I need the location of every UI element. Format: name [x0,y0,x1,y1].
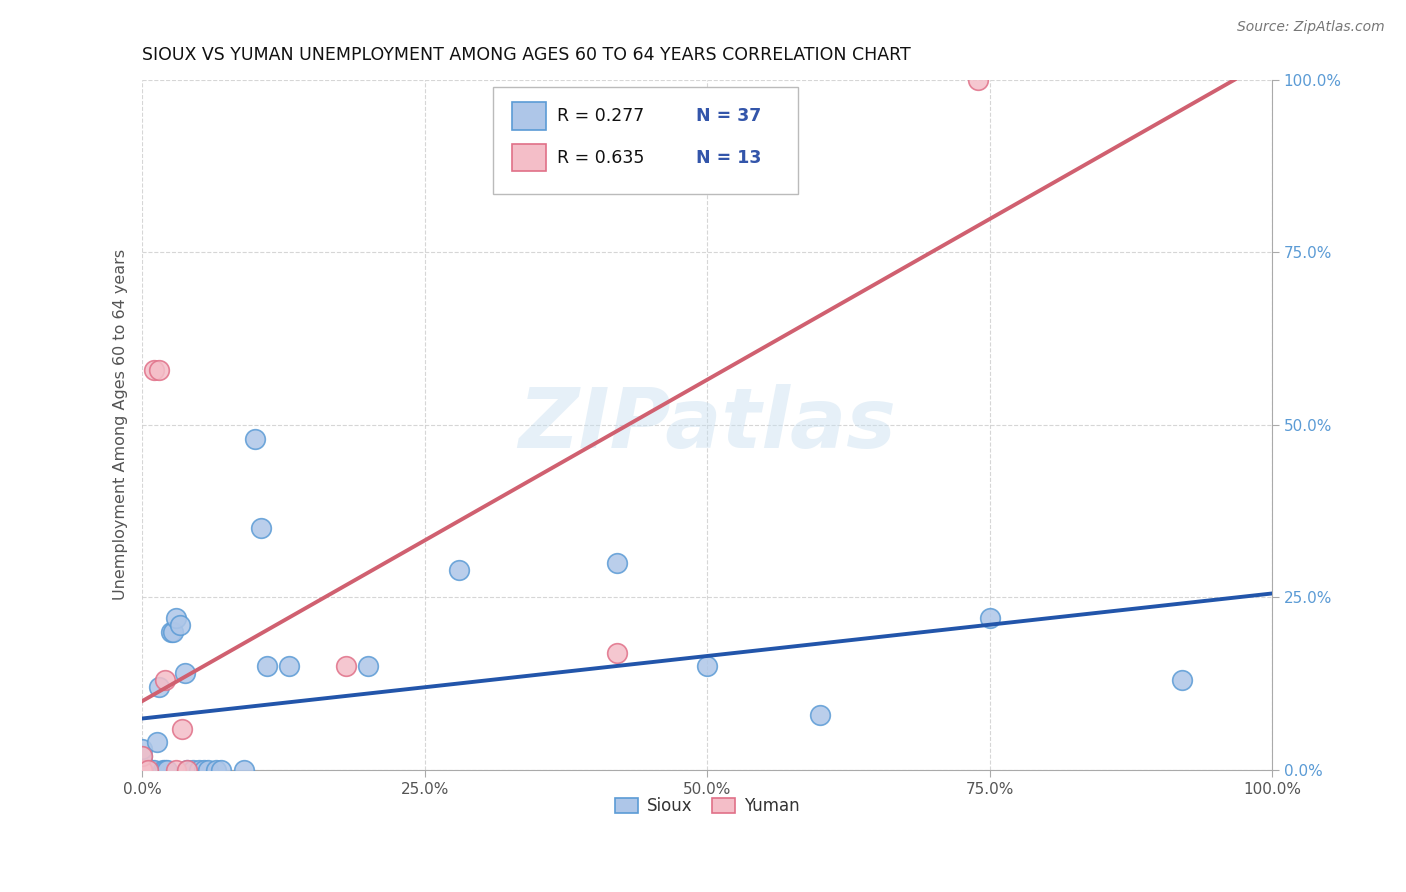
Bar [512,103,546,130]
Point [131,763,153,777]
Point [967,72,990,87]
Point [169,618,191,632]
Point [165,611,187,625]
Point [153,763,176,777]
Point [156,763,179,777]
Point [256,659,278,673]
Text: R = 0.635: R = 0.635 [557,149,644,167]
Point [152,763,174,777]
Point [979,611,1001,625]
Bar [512,144,546,171]
Point [250,521,273,535]
Point [696,659,718,673]
Point [131,749,153,764]
Point [204,763,226,777]
Point [148,362,170,376]
Text: N = 13: N = 13 [696,149,761,167]
Point [1170,673,1192,688]
Point [197,763,219,777]
FancyBboxPatch shape [492,87,797,194]
Point [136,763,159,777]
Point [245,432,267,446]
Point [162,624,184,639]
Point [357,659,380,673]
Point [176,763,198,777]
Point [233,763,256,777]
Point [131,763,153,777]
Text: SIOUX VS YUMAN UNEMPLOYMENT AMONG AGES 60 TO 64 YEARS CORRELATION CHART: SIOUX VS YUMAN UNEMPLOYMENT AMONG AGES 6… [142,46,911,64]
Point [174,666,197,681]
Point [335,659,357,673]
Point [187,763,209,777]
Point [136,763,159,777]
Point [131,749,153,764]
Point [142,362,165,376]
Point [176,763,198,777]
Point [181,763,204,777]
Point [278,659,301,673]
Point [131,756,153,770]
Point [447,563,470,577]
Text: Source: ZipAtlas.com: Source: ZipAtlas.com [1237,20,1385,34]
Point [142,763,165,777]
Point [153,673,176,688]
Point [606,646,628,660]
Point [131,763,153,777]
Y-axis label: Unemployment Among Ages 60 to 64 years: Unemployment Among Ages 60 to 64 years [114,249,128,600]
Text: N = 37: N = 37 [696,107,761,125]
Point [606,556,628,570]
Point [808,707,831,722]
Point [148,680,170,694]
Point [141,763,163,777]
Text: ZIPatlas: ZIPatlas [519,384,896,466]
Point [139,763,162,777]
Point [146,735,169,749]
Point [159,624,181,639]
Text: R = 0.277: R = 0.277 [557,107,644,125]
Point [209,763,232,777]
Point [170,722,193,736]
Point [165,763,187,777]
Point [131,742,153,756]
Point [193,763,215,777]
Legend: Sioux, Yuman: Sioux, Yuman [606,789,808,824]
